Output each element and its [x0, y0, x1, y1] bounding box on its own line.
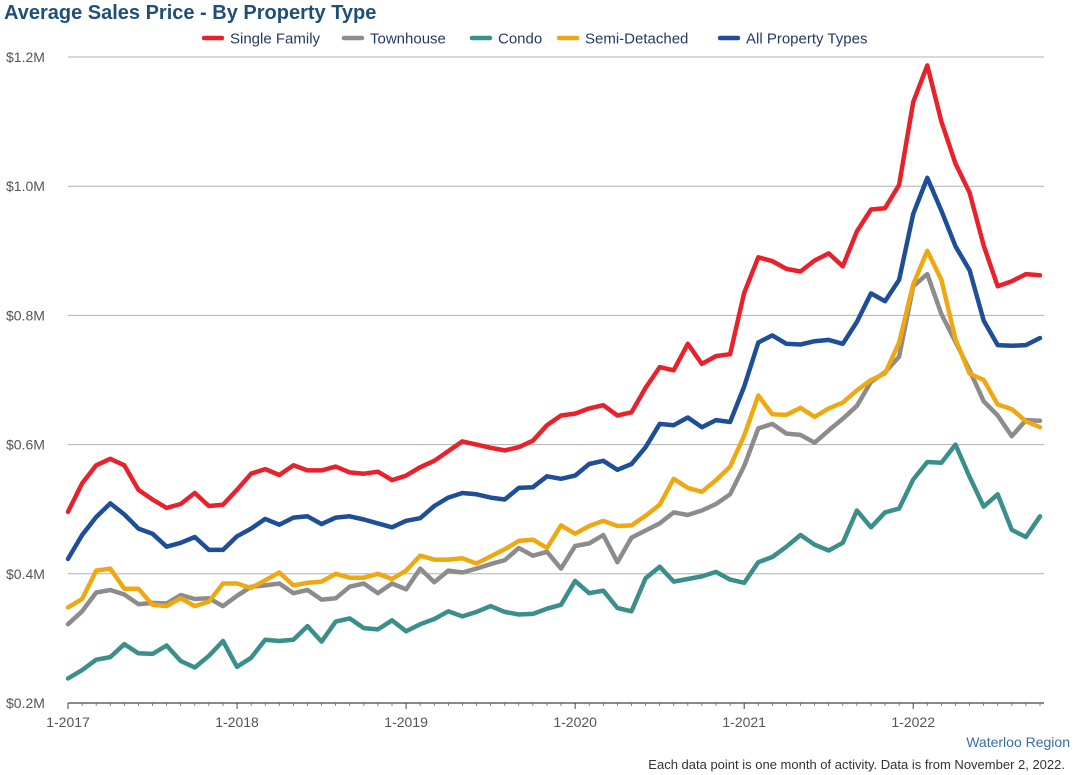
- line-chart: $1.2M $1.0M $0.8M $0.6M $0.4M $0.2M1-2017 1-20…: [0, 0, 1075, 775]
- y-tick-label: $1.2M: [6, 49, 45, 65]
- y-tick-label: $0.2M: [6, 695, 45, 711]
- y-tick-label: $0.4M: [6, 566, 45, 582]
- legend-label-condo: Condo: [498, 31, 542, 48]
- series-line-all-property-types: [68, 178, 1040, 559]
- legend-label-all-property-types: All Property Types: [746, 31, 867, 48]
- series-line-townhouse: [68, 274, 1040, 624]
- axes: $1.2M $1.0M $0.8M $0.6M $0.4M $0.2M1-2017 1-20…: [6, 49, 1040, 730]
- x-tick-label: 1-2017: [46, 714, 90, 730]
- series-lines: [68, 65, 1040, 678]
- x-tick-label: 1-2018: [215, 714, 259, 730]
- footnote: Each data point is one month of activity…: [648, 757, 1065, 772]
- y-tick-label: $0.8M: [6, 307, 45, 323]
- region-label: Waterloo Region: [966, 734, 1070, 750]
- series-line-semi-detached: [68, 251, 1040, 608]
- legend: Single Family Townhouse Condo Semi-Detached…: [204, 31, 867, 48]
- legend-label-townhouse: Townhouse: [370, 31, 446, 48]
- legend-label-single-family: Single Family: [230, 31, 321, 48]
- legend-label-semi-detached: Semi-Detached: [585, 31, 688, 48]
- x-tick-label: 1-2021: [722, 714, 766, 730]
- x-tick-label: 1-2019: [384, 714, 428, 730]
- y-tick-label: $0.6M: [6, 437, 45, 453]
- x-tick-label: 1-2022: [891, 714, 935, 730]
- y-tick-label: $1.0M: [6, 178, 45, 194]
- x-tick-label: 1-2020: [553, 714, 597, 730]
